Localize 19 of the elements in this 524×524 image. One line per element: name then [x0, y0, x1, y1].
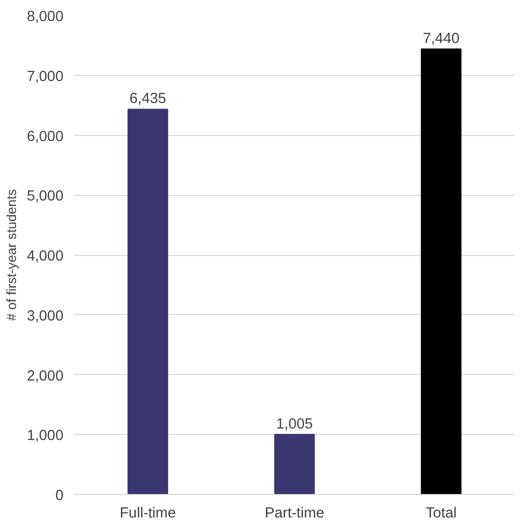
- data-label: 1,005: [276, 416, 313, 432]
- y-axis-title: # of first-year students: [4, 188, 19, 321]
- x-tick-label: Full-time: [120, 506, 176, 522]
- y-tick-label: 0: [55, 488, 64, 504]
- x-tick-label: Part-time: [264, 506, 324, 522]
- y-tick-label: 4,000: [26, 248, 64, 264]
- y-tick-label: 5,000: [26, 188, 64, 205]
- y-tick-label: 2,000: [26, 368, 64, 384]
- y-tick-label: 7,000: [26, 68, 64, 85]
- bar: [274, 434, 315, 494]
- data-label: 7,440: [422, 31, 460, 48]
- y-tick-label: 6,000: [26, 128, 64, 145]
- bar: [420, 48, 462, 494]
- y-tick-label: 8,000: [26, 9, 64, 25]
- x-tick-label: Total: [426, 506, 457, 522]
- bar: [128, 108, 168, 494]
- data-label: 6,435: [129, 91, 166, 108]
- y-tick-label: 1,000: [26, 428, 64, 444]
- y-tick-label: 3,000: [26, 308, 64, 324]
